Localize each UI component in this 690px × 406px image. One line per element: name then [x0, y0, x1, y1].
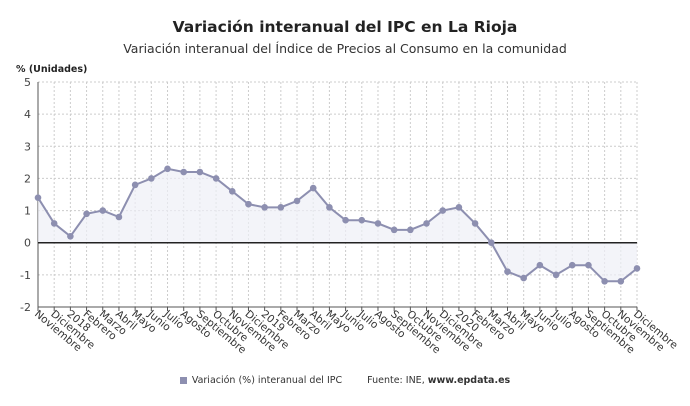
data-point [439, 207, 447, 214]
data-point [358, 216, 366, 224]
data-point [148, 175, 155, 182]
y-tick-label: 2 [24, 172, 31, 185]
data-point [407, 226, 414, 234]
data-point [245, 200, 252, 208]
data-point [131, 181, 139, 189]
y-tick-label: -2 [20, 301, 31, 314]
source-site: www.epdata.es [427, 375, 511, 386]
data-point [196, 168, 204, 176]
data-point [277, 204, 285, 211]
data-point [228, 187, 236, 195]
data-point [326, 204, 333, 211]
data-point [34, 194, 42, 202]
legend-series-label: Variación (%) interanual del IPC [191, 375, 343, 386]
data-point [504, 268, 511, 275]
data-point [180, 168, 188, 176]
data-point [536, 261, 544, 269]
data-point [487, 239, 495, 247]
data-point [115, 213, 123, 221]
data-point [585, 261, 592, 269]
y-tick-label: -1 [20, 269, 31, 282]
data-point [617, 277, 625, 285]
data-point [212, 175, 220, 182]
data-point [50, 220, 58, 227]
data-point [552, 271, 560, 279]
data-point [293, 197, 301, 205]
data-point [67, 232, 74, 240]
y-axis-label: % (Unidades) [16, 64, 88, 75]
data-point [99, 207, 107, 214]
y-tick-label: 5 [24, 76, 31, 89]
y-tick-label: 0 [24, 237, 31, 250]
data-point [455, 204, 463, 211]
series-area [38, 168, 637, 282]
legend-swatch [179, 377, 187, 384]
data-point [601, 277, 608, 285]
data-point [342, 216, 349, 224]
data-point [83, 210, 90, 218]
data-point [309, 184, 317, 192]
data-point [471, 220, 479, 227]
chart-title: Variación interanual del IPC en La Rioja [172, 18, 518, 36]
source-prefix: Fuente: INE, [367, 375, 428, 386]
y-tick-label: 4 [24, 108, 31, 121]
data-point [520, 274, 527, 282]
data-point [633, 265, 641, 272]
data-point [261, 204, 268, 211]
data-point [568, 261, 576, 269]
chart-subtitle: Variación interanual del Índice de Preci… [123, 41, 567, 56]
data-point [374, 220, 382, 227]
data-point [423, 220, 430, 227]
source-text: Fuente: INE, www.epdata.es [367, 375, 510, 386]
data-point [390, 226, 398, 234]
legend: Variación (%) interanual del IPC Fuente:… [0, 375, 690, 386]
data-point [164, 165, 171, 173]
y-tick-label: 1 [24, 205, 31, 218]
y-tick-label: 3 [24, 140, 31, 153]
